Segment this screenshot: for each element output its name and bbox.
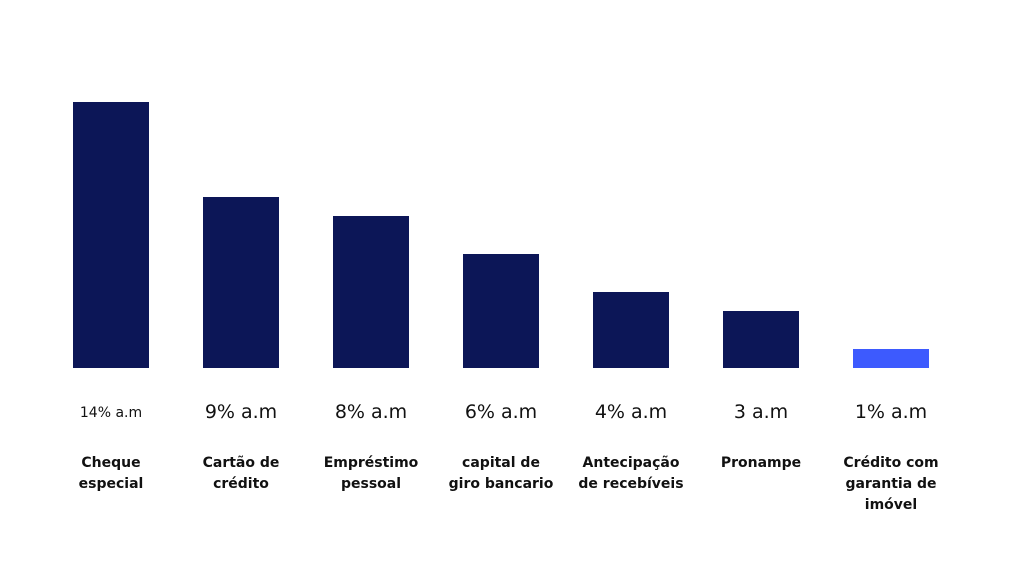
bar [333, 216, 409, 368]
value-label: 3 a.m [733, 401, 789, 423]
category-label: Antecipação de recebíveis [578, 455, 684, 492]
bar [203, 197, 279, 368]
category-label: Crédito com garantia de imóvel [843, 455, 939, 513]
value-label: 1% a.m [854, 401, 928, 423]
category-label: Cheque especial [78, 455, 144, 492]
bar [73, 102, 149, 368]
value-label: 6% a.m [464, 401, 538, 423]
category-label: Empréstimo pessoal [323, 455, 419, 492]
category-label: Cartão de crédito [202, 455, 280, 492]
bar [853, 349, 929, 368]
category-label: Pronampe [720, 455, 802, 471]
value-label: 14% a.m [79, 405, 143, 421]
value-label: 9% a.m [204, 401, 278, 423]
value-label: 4% a.m [594, 401, 668, 423]
bar [723, 311, 799, 368]
bar [463, 254, 539, 368]
value-label: 8% a.m [334, 401, 408, 423]
category-label: capital de giro bancario [448, 455, 554, 492]
bar [593, 292, 669, 368]
